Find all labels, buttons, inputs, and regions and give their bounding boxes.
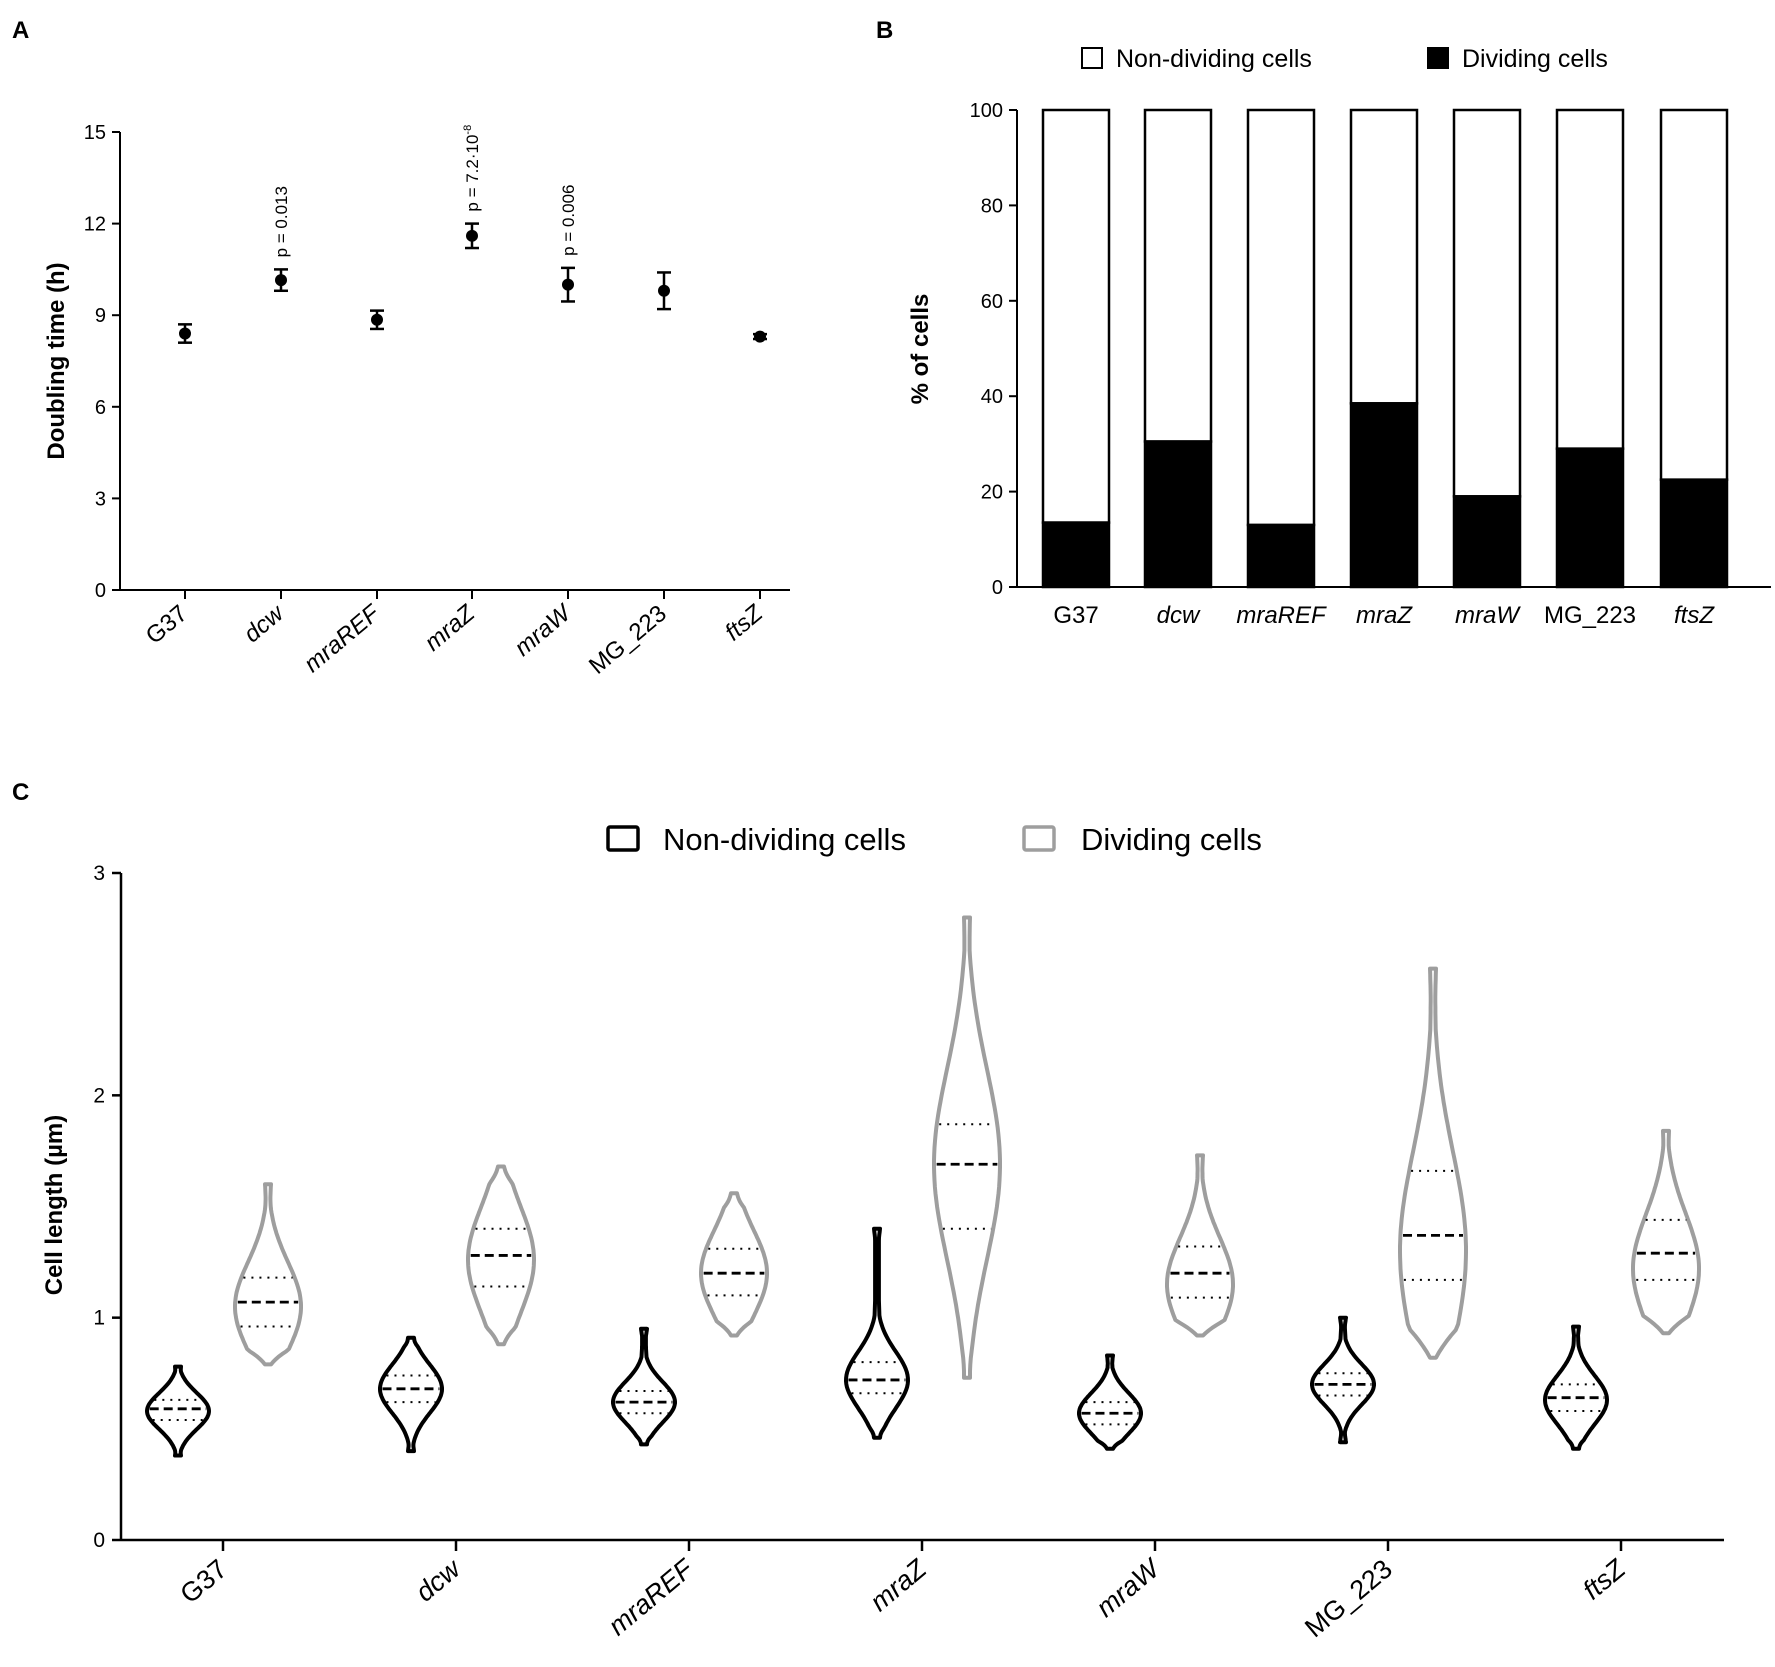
a-category-label-mraz: mraZ [420,599,481,657]
c-ytick-label: 1 [93,1307,105,1330]
legend-c-nondividing-swatch [606,825,640,852]
c-category-label-g37: G37 [174,1554,232,1610]
a-point-dcw [275,274,287,287]
b-bar-nondividing-mg-223 [1555,108,1625,450]
legend-b-nondividing-label: Non-dividing cells [1116,45,1312,73]
c-violin-dividing-mg-223 [1398,966,1468,1360]
b-category-label-mraz: mraZ [1356,602,1413,629]
panel-label-a: A [12,17,29,44]
c-violin-dividing-g37 [233,1182,303,1367]
legend-b-dividing-swatch [1427,47,1449,69]
panel-c-y-axis-title: Cell length (µm) [41,1115,68,1296]
a-point-mraz [466,229,478,242]
panel-c-cell-length-chart: Cell length (µm) Non-dividing cells Divi… [41,822,1724,1643]
c-violin-nondividing-ftsz [1543,1324,1609,1451]
c-category-label-mg-223: MG_223 [1299,1554,1398,1644]
b-ytick-label: 20 [981,482,1003,504]
legend-c-dividing-label: Dividing cells [1081,822,1262,857]
b-ytick-label: 60 [981,291,1003,313]
panel-b-percent-cells-chart: % of cells Non-dividing cells Dividing c… [907,45,1771,629]
a-category-label-ftsz: ftsZ [720,599,769,646]
c-violin-dividing-mraw [1165,1153,1235,1338]
b-bar-nondividing-mraz [1349,108,1419,405]
b-bar-nondividing-dcw [1143,108,1213,443]
c-ytick-label: 3 [93,862,105,885]
c-violin-dividing-ftsz [1631,1128,1701,1336]
c-violin-nondividing-g37 [145,1364,211,1458]
a-pvalue-annotation-mraw: p = 0.006 [559,184,578,255]
b-bar-nondividing-g37 [1041,108,1111,524]
legend-c-dividing-swatch [1022,825,1056,852]
b-bar-nondividing-mraw [1452,108,1522,498]
c-violin-nondividing-mraref [611,1326,677,1447]
c-violin-nondividing-mg-223 [1310,1315,1376,1445]
panel-b-y-axis-title: % of cells [907,294,934,405]
panel-a-y-axis-title: Doubling time (h) [43,262,70,459]
b-category-label-mraref: mraREF [1236,602,1327,629]
c-violin-nondividing-dcw [378,1335,444,1454]
b-bar-dividing-ftsz [1659,478,1729,589]
c-violin-dividing-mraz [932,915,1002,1380]
b-category-label-mg-223: MG_223 [1544,602,1636,629]
panel-a-doubling-time-chart: Doubling time (h) 0 3 6 9 12 15 G37 dcw mraREF m… [43,122,790,680]
b-bar-dividing-dcw [1143,440,1213,589]
c-ytick-label: 2 [93,1084,105,1107]
b-category-label-g37: G37 [1053,602,1098,629]
c-category-label-mraw: mraW [1090,1552,1166,1623]
a-point-mraw [562,278,574,291]
a-ytick-label: 6 [95,397,106,419]
a-ytick-label: 15 [84,122,106,144]
c-category-label-dcw: dcw [410,1553,467,1608]
a-ytick-label: 12 [84,214,106,236]
legend-b-nondividing-swatch [1081,47,1103,69]
a-ytick-label: 0 [95,580,106,602]
a-point-ftsz [754,330,766,343]
c-ytick-label: 0 [93,1529,105,1552]
panel-label-b: B [876,17,893,44]
b-ytick-label: 100 [970,100,1003,122]
a-point-mg-223 [658,284,670,297]
b-bar-nondividing-mraref [1246,108,1316,527]
c-violin-dividing-mraref [699,1191,769,1338]
a-category-label-mraw: mraW [509,598,577,661]
a-pvalue-annotation-dcw: p = 0.013 [272,186,291,257]
c-violin-nondividing-mraz [844,1226,910,1440]
b-bar-dividing-mg-223 [1555,447,1625,589]
panel-b-legend: Non-dividing cells Dividing cells [1081,45,1608,73]
b-ytick-label: 0 [992,577,1003,599]
b-category-label-ftsz: ftsZ [1674,602,1715,629]
a-category-label-mraref: mraREF [299,599,386,678]
a-ytick-label: 3 [95,488,106,510]
b-bar-dividing-g37 [1041,521,1111,589]
a-ytick-label: 9 [95,305,106,327]
a-category-label-mg-223: MG_223 [584,600,672,680]
b-bar-dividing-mraref [1246,523,1316,589]
panel-label-c: C [12,779,29,806]
legend-c-nondividing-label: Non-dividing cells [663,822,906,857]
a-category-label-g37: G37 [141,600,193,650]
c-category-label-mraref: mraREF [603,1553,700,1642]
panel-c-legend: Non-dividing cells Dividing cells [606,822,1262,857]
b-bar-dividing-mraz [1349,402,1419,589]
a-point-mraref [371,313,383,326]
b-ytick-label: 80 [981,195,1003,217]
c-category-label-ftsz: ftsZ [1577,1553,1632,1606]
b-bar-dividing-mraw [1452,495,1522,589]
b-ytick-label: 40 [981,386,1003,408]
legend-b-dividing-label: Dividing cells [1462,45,1608,73]
b-category-label-mraw: mraW [1455,602,1521,629]
b-category-label-dcw: dcw [1157,602,1201,629]
c-category-label-mraz: mraZ [864,1553,933,1617]
b-bar-nondividing-ftsz [1659,108,1729,481]
a-point-g37 [179,327,191,340]
a-pvalue-annotation-mraz: p = 7.2·10-8 [462,125,482,212]
a-category-label-dcw: dcw [239,599,290,648]
